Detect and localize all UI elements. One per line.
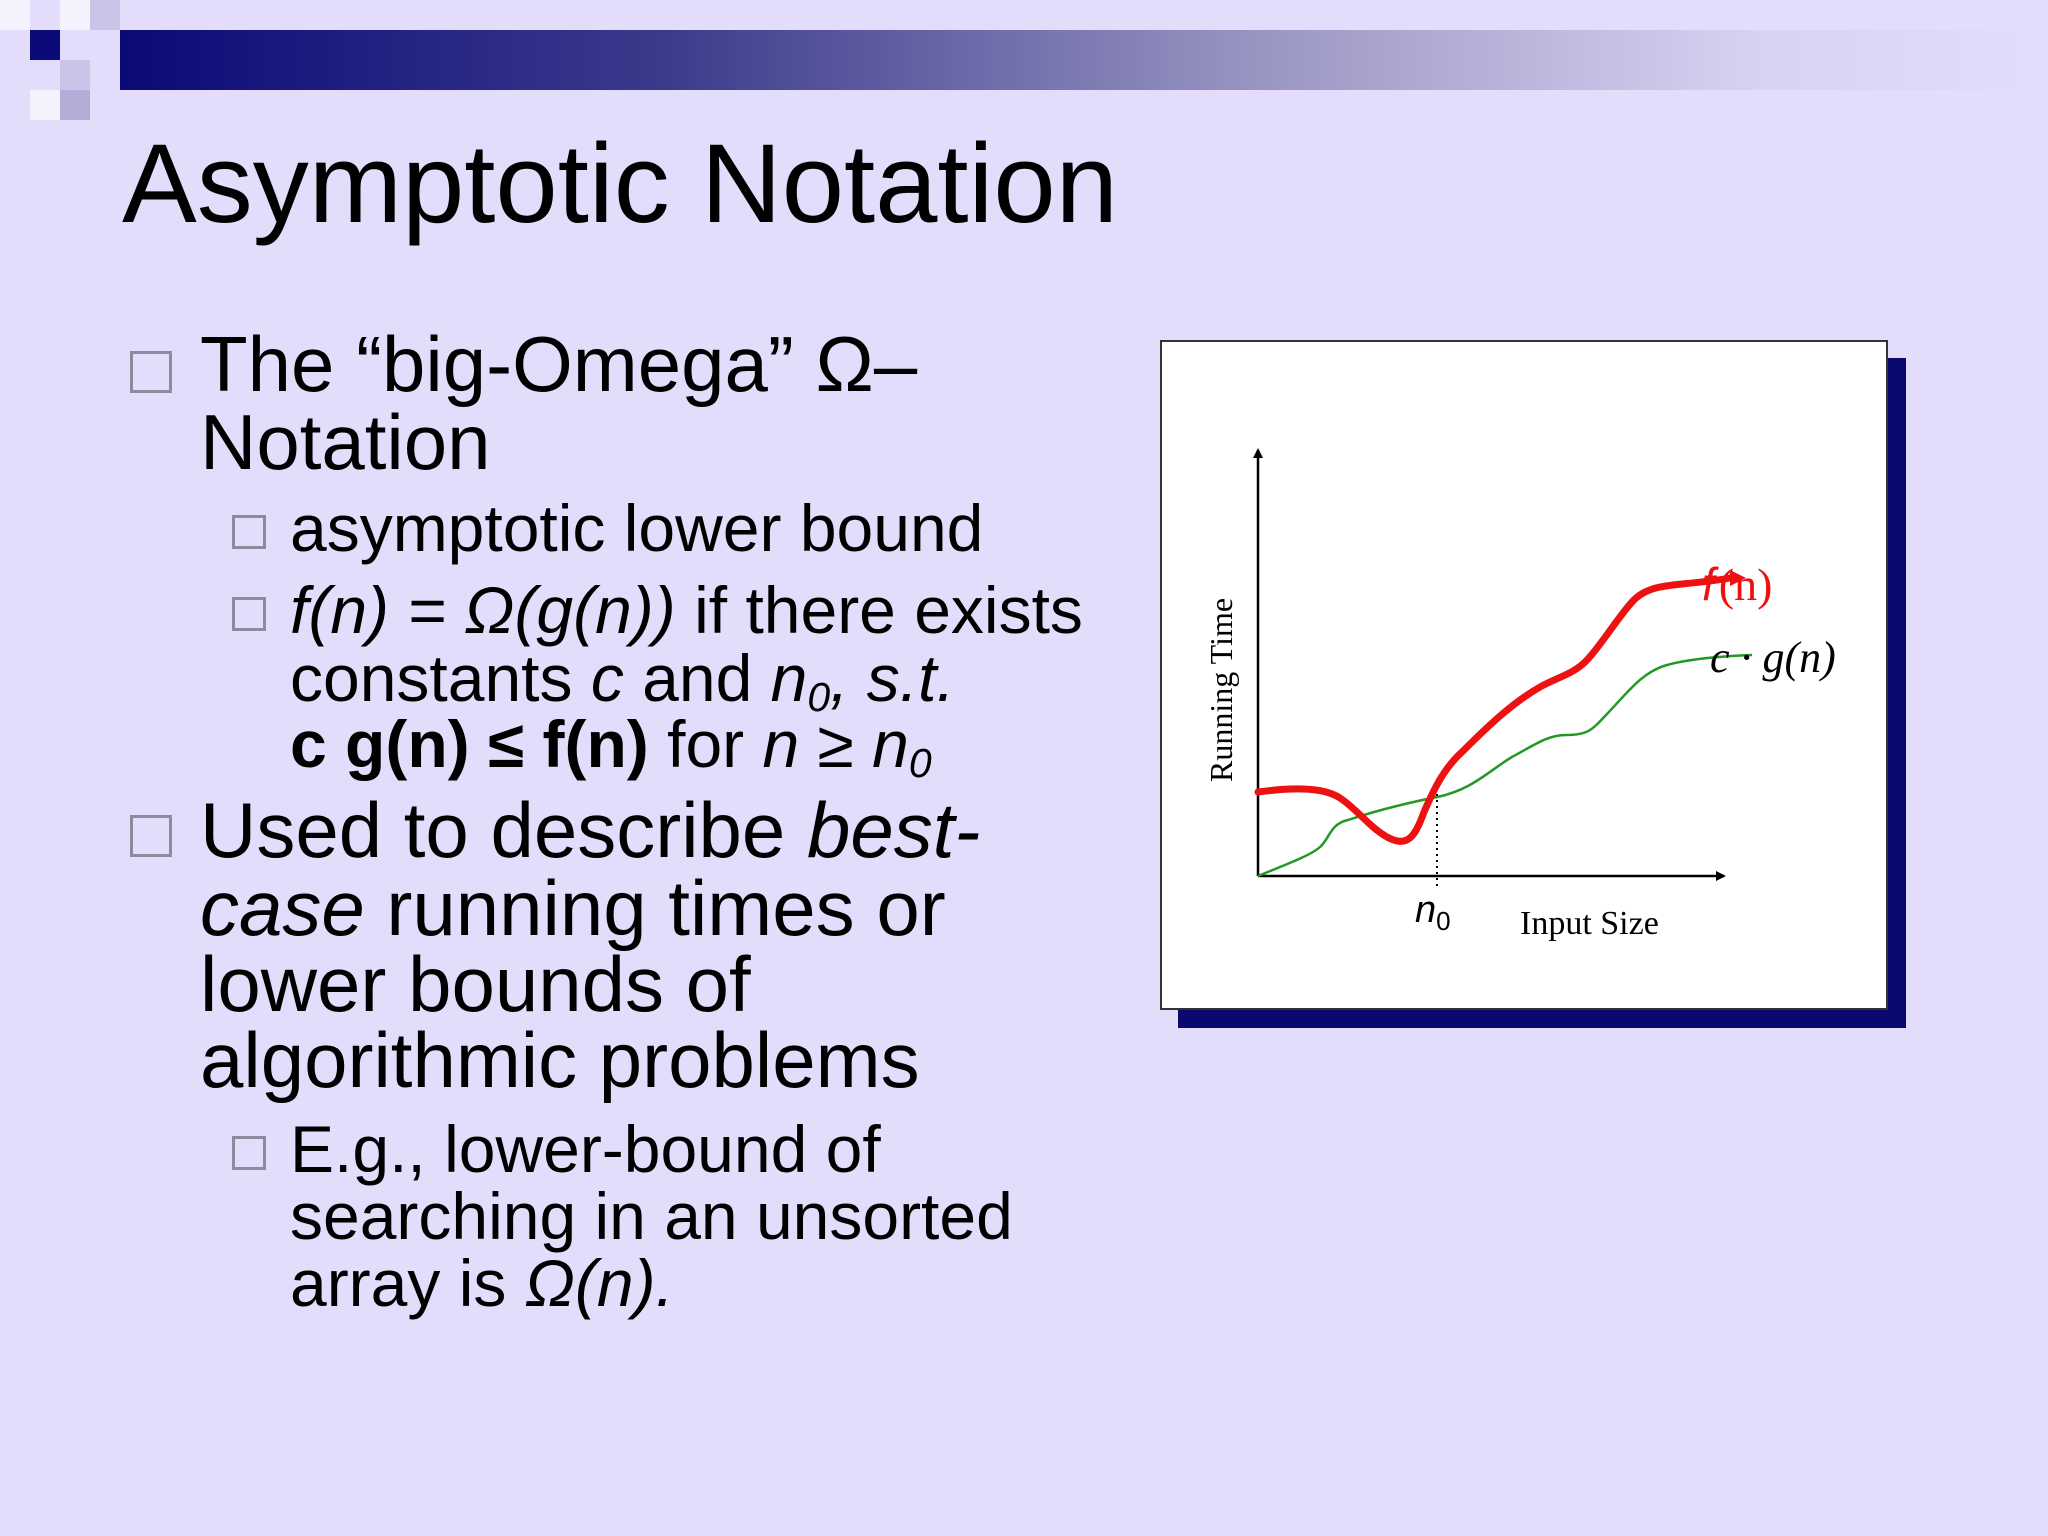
series-label-f-n: f(n) — [1702, 558, 1772, 610]
bullet-1-line-2: Notation — [200, 398, 491, 486]
x-axis-label: Input Size — [1520, 905, 1659, 942]
sub-bullet-2-1-line-2: searching in an unsorted — [290, 1179, 1013, 1253]
series-line-cg-n — [1257, 653, 1753, 878]
series-line-f-n — [1254, 574, 1734, 845]
bullet-2-line-1: Used to describe best- — [200, 786, 981, 874]
corner-square-mid — [60, 60, 90, 90]
bullet-2-line-3: lower bounds of — [200, 940, 751, 1028]
corner-square-mid — [60, 90, 90, 120]
bullet-2-line-2: case running times or — [200, 864, 946, 952]
sub-bullet-square-icon — [232, 515, 266, 549]
sub-bullet-1-1: asymptotic lower bound — [290, 491, 984, 565]
slide-title: Asymptotic Notation — [122, 121, 1118, 246]
bullet-2-line-4: algorithmic problems — [200, 1016, 920, 1104]
series-label-cg-n: c · g(n) — [1710, 633, 1836, 682]
y-axis-label: Running Time — [1203, 598, 1239, 782]
corner-square-light — [60, 0, 90, 30]
sub-bullet-square-icon — [232, 1136, 266, 1170]
corner-square-dark — [30, 30, 60, 60]
bullet-1-line-1: The “big-Omega” Ω– — [200, 320, 918, 408]
sub-bullet-2-1-line-1: E.g., lower-bound of — [290, 1112, 881, 1186]
sub-bullet-1-2-line-3: c g(n) ≤ f(n) for n ≥ n0 — [290, 707, 932, 787]
bullet-square-icon — [130, 351, 172, 393]
bullet-square-icon — [130, 815, 172, 857]
title-bar-gradient — [120, 30, 2048, 90]
corner-square-light — [0, 0, 30, 30]
corner-square-mid — [90, 0, 120, 30]
sub-bullet-2-1-line-3: array is Ω(n). — [290, 1246, 674, 1320]
asymptotic-chart: Running Time Input Size n0 f(n) c · g(n) — [1203, 448, 1836, 942]
n0-label: n0 — [1415, 889, 1451, 936]
sub-bullet-1-2-line-1: f(n) = Ω(g(n)) if there exists — [290, 573, 1083, 647]
sub-bullet-1-2-line-2: constants c and n0, s.t. — [290, 641, 955, 721]
f-n-arrowhead-icon — [1730, 570, 1746, 586]
chart-panel: Running Time Input Size n0 f(n) c · g(n) — [1160, 340, 1888, 1010]
sub-bullet-square-icon — [232, 597, 266, 631]
corner-square-light — [30, 90, 60, 120]
